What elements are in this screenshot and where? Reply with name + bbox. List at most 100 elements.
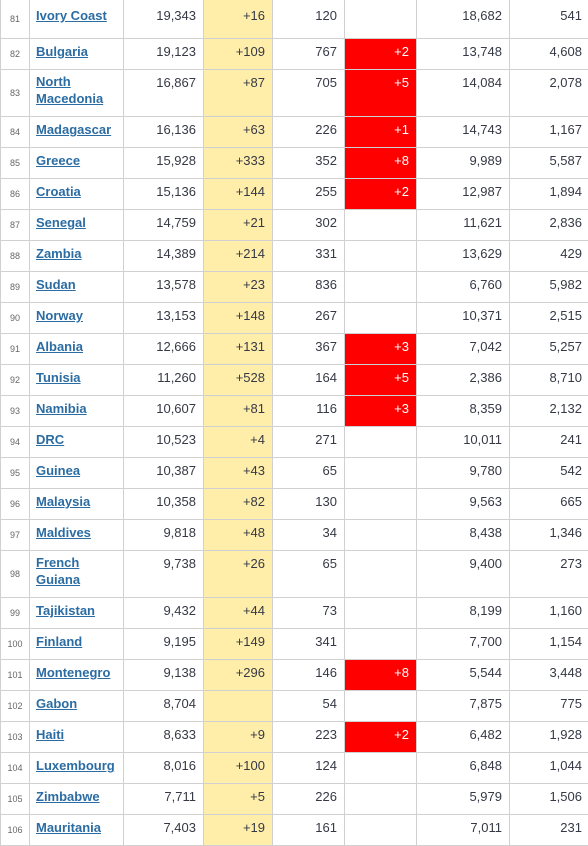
new-deaths-cell: +2 — [345, 39, 417, 70]
rank-cell: 84 — [1, 117, 30, 148]
new-cases-cell: +296 — [204, 660, 273, 691]
new-deaths-cell — [345, 753, 417, 784]
new-deaths-cell — [345, 303, 417, 334]
new-deaths-cell — [345, 0, 417, 39]
active-cases-cell: 8,710 — [510, 365, 588, 396]
country-link[interactable]: North Macedonia — [36, 74, 103, 106]
total-cases-cell: 19,343 — [124, 0, 204, 39]
new-cases-cell: +48 — [204, 520, 273, 551]
country-link[interactable]: Ivory Coast — [36, 8, 107, 23]
country-link[interactable]: Bulgaria — [36, 44, 88, 59]
active-cases-cell: 1,928 — [510, 722, 588, 753]
total-deaths-cell: 705 — [273, 70, 345, 117]
country-cell: North Macedonia — [30, 70, 124, 117]
new-cases-cell: +19 — [204, 815, 273, 846]
country-link[interactable]: Montenegro — [36, 665, 110, 680]
country-cell: Sudan — [30, 272, 124, 303]
country-link[interactable]: Haiti — [36, 727, 64, 742]
new-cases-cell: +81 — [204, 396, 273, 427]
country-cell: Finland — [30, 629, 124, 660]
new-deaths-cell — [345, 629, 417, 660]
country-link[interactable]: Croatia — [36, 184, 81, 199]
country-link[interactable]: DRC — [36, 432, 64, 447]
rank-cell: 98 — [1, 551, 30, 598]
country-link[interactable]: Zambia — [36, 246, 82, 261]
country-link[interactable]: Gabon — [36, 696, 77, 711]
new-deaths-cell — [345, 598, 417, 629]
total-cases-cell: 8,016 — [124, 753, 204, 784]
total-recovered-cell: 6,848 — [417, 753, 510, 784]
total-cases-cell: 14,759 — [124, 210, 204, 241]
total-recovered-cell: 9,989 — [417, 148, 510, 179]
new-cases-cell: +23 — [204, 272, 273, 303]
new-deaths-cell: +5 — [345, 365, 417, 396]
active-cases-cell: 5,587 — [510, 148, 588, 179]
country-link[interactable]: Finland — [36, 634, 82, 649]
country-cell: Senegal — [30, 210, 124, 241]
new-deaths-cell: +2 — [345, 722, 417, 753]
country-link[interactable]: Sudan — [36, 277, 76, 292]
active-cases-cell: 1,894 — [510, 179, 588, 210]
country-cell: French Guiana — [30, 551, 124, 598]
country-cell: Zimbabwe — [30, 784, 124, 815]
new-deaths-cell — [345, 784, 417, 815]
country-link[interactable]: Namibia — [36, 401, 87, 416]
country-link[interactable]: Guinea — [36, 463, 80, 478]
total-cases-cell: 16,136 — [124, 117, 204, 148]
new-cases-cell: +21 — [204, 210, 273, 241]
new-cases-cell: +528 — [204, 365, 273, 396]
country-link[interactable]: Zimbabwe — [36, 789, 100, 804]
new-deaths-cell: +5 — [345, 70, 417, 117]
country-cell: Tunisia — [30, 365, 124, 396]
total-cases-cell: 9,432 — [124, 598, 204, 629]
country-link[interactable]: Luxembourg — [36, 758, 115, 773]
new-cases-cell: +43 — [204, 458, 273, 489]
active-cases-cell: 1,160 — [510, 598, 588, 629]
country-cell: Croatia — [30, 179, 124, 210]
country-link[interactable]: Tunisia — [36, 370, 81, 385]
country-link[interactable]: Malaysia — [36, 494, 90, 509]
country-link[interactable]: Mauritania — [36, 820, 101, 835]
country-link[interactable]: Senegal — [36, 215, 86, 230]
total-recovered-cell: 9,400 — [417, 551, 510, 598]
total-cases-cell: 9,138 — [124, 660, 204, 691]
rank-cell: 99 — [1, 598, 30, 629]
country-cell: Malaysia — [30, 489, 124, 520]
total-cases-cell: 15,136 — [124, 179, 204, 210]
new-cases-cell: +4 — [204, 427, 273, 458]
active-cases-cell: 5,257 — [510, 334, 588, 365]
active-cases-cell: 665 — [510, 489, 588, 520]
total-cases-cell: 16,867 — [124, 70, 204, 117]
country-link[interactable]: Maldives — [36, 525, 91, 540]
active-cases-cell: 2,132 — [510, 396, 588, 427]
country-cell: Montenegro — [30, 660, 124, 691]
country-link[interactable]: Madagascar — [36, 122, 111, 137]
country-link[interactable]: French Guiana — [36, 555, 80, 587]
total-deaths-cell: 65 — [273, 551, 345, 598]
country-cell: DRC — [30, 427, 124, 458]
country-cell: Zambia — [30, 241, 124, 272]
country-link[interactable]: Norway — [36, 308, 83, 323]
new-cases-cell: +16 — [204, 0, 273, 39]
rank-cell: 93 — [1, 396, 30, 427]
country-link[interactable]: Albania — [36, 339, 83, 354]
active-cases-cell: 3,448 — [510, 660, 588, 691]
new-cases-cell: +5 — [204, 784, 273, 815]
country-link[interactable]: Tajikistan — [36, 603, 95, 618]
new-cases-cell: +44 — [204, 598, 273, 629]
total-deaths-cell: 331 — [273, 241, 345, 272]
country-link[interactable]: Greece — [36, 153, 80, 168]
total-deaths-cell: 836 — [273, 272, 345, 303]
total-deaths-cell: 73 — [273, 598, 345, 629]
total-cases-cell: 13,578 — [124, 272, 204, 303]
total-deaths-cell: 367 — [273, 334, 345, 365]
total-recovered-cell: 7,011 — [417, 815, 510, 846]
